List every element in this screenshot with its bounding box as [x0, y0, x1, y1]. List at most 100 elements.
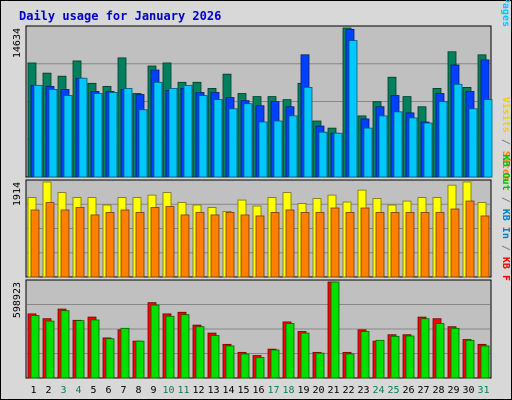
bar-pages-day-6: [108, 92, 118, 178]
bar-sites-day-7: [120, 209, 130, 278]
x-tick-label-day-11: 11: [177, 385, 189, 396]
bar-pages-day-28: [438, 101, 448, 178]
legend-entry: Sites: [500, 151, 512, 181]
x-tick-label-day-1: 1: [30, 385, 36, 396]
x-tick-label-day-14: 14: [222, 385, 234, 396]
bar-kb-out-day-30: [465, 339, 475, 379]
x-tick-label-day-31: 31: [477, 385, 489, 396]
bar-kb-out-day-10: [165, 315, 175, 379]
bar-pages-day-13: [213, 99, 223, 178]
bar-pages-day-4: [78, 77, 88, 178]
bar-sites-day-26: [405, 212, 415, 278]
x-tick-label-day-4: 4: [75, 385, 81, 396]
bar-pages-day-18: [288, 115, 298, 178]
bar-pages-day-1: [33, 84, 43, 178]
bar-sites-day-31: [480, 215, 490, 278]
bar-kb-out-day-12: [195, 326, 205, 379]
bar-pages-day-20: [318, 131, 328, 178]
bar-kb-out-day-9: [150, 304, 160, 379]
bar-kb-out-day-16: [255, 357, 265, 379]
bar-pages-day-5: [93, 93, 103, 178]
bar-kb-out-day-26: [405, 335, 415, 379]
x-axis-labels: 1 2 3 4 5 6 7 8 9 10 11 12 13 14 15 16 17 18 19 20 21 22 23 24 2…: [30, 385, 489, 396]
panel-hits-files-pages: 14634 Hits / Files / Pages: [12, 0, 512, 178]
bar-kb-out-day-13: [210, 335, 220, 379]
bar-kb-out-day-15: [240, 353, 250, 379]
bar-pages-day-8: [138, 109, 148, 178]
bar-pages-day-2: [48, 89, 58, 178]
bar-sites-day-19: [300, 212, 310, 278]
legend-kb: KB Out / KB In / KB F: [500, 155, 511, 281]
bar-pages-day-26: [408, 117, 418, 178]
chart-title: Daily usage for January 2026: [19, 9, 221, 23]
bar-pages-day-11: [183, 84, 193, 178]
bar-sites-day-17: [270, 212, 280, 278]
x-tick-label-day-8: 8: [135, 385, 141, 396]
bar-pages-day-25: [393, 111, 403, 178]
bar-pages-day-7: [123, 88, 133, 178]
bar-sites-day-2: [45, 202, 55, 278]
bar-sites-day-25: [390, 212, 400, 278]
legend-entry: Visits: [500, 97, 512, 133]
bar-sites-day-22: [345, 212, 355, 278]
x-tick-label-day-25: 25: [387, 385, 399, 396]
bar-kb-out-day-29: [450, 327, 460, 379]
bar-pages-day-30: [468, 108, 478, 178]
bar-kb-out-day-4: [75, 320, 85, 379]
x-tick-label-day-17: 17: [267, 385, 279, 396]
bar-kb-out-day-19: [300, 332, 310, 379]
x-tick-label-day-20: 20: [312, 385, 324, 396]
x-tick-label-day-24: 24: [372, 385, 384, 396]
bar-sites-day-23: [360, 207, 370, 278]
x-tick-label-day-7: 7: [120, 385, 126, 396]
x-tick-label-day-19: 19: [297, 385, 309, 396]
bar-sites-day-30: [465, 200, 475, 278]
y-max-label: 1914: [12, 182, 23, 206]
bar-sites-day-18: [285, 209, 295, 278]
bar-pages-day-9: [153, 81, 163, 178]
x-tick-label-day-12: 12: [192, 385, 204, 396]
x-tick-label-day-3: 3: [60, 385, 66, 396]
bar-sites-day-28: [435, 212, 445, 278]
legend-hits-files-pages: Hits / Files / Pages: [500, 0, 512, 27]
series-pages: [33, 40, 493, 178]
bar-kb-out-day-2: [45, 320, 55, 379]
bar-sites-day-9: [150, 207, 160, 278]
bar-sites-day-29: [450, 208, 460, 278]
bar-kb-out-day-8: [135, 340, 145, 379]
bar-sites-day-24: [375, 212, 385, 278]
legend-entry: KB In: [500, 209, 511, 239]
bar-sites-day-10: [165, 206, 175, 278]
panel-visits-sites: 1914 Visits / Sites: [12, 97, 512, 278]
bar-pages-day-14: [228, 108, 238, 178]
series-sites: [30, 200, 490, 278]
bar-sites-day-12: [195, 212, 205, 278]
legend-entry: /: [500, 191, 511, 209]
x-tick-label-day-5: 5: [90, 385, 96, 396]
x-tick-label-day-9: 9: [150, 385, 156, 396]
bar-pages-day-19: [303, 87, 313, 178]
bar-sites-day-15: [240, 214, 250, 278]
x-tick-label-day-21: 21: [327, 385, 339, 396]
bar-sites-day-3: [60, 209, 70, 278]
bar-kb-out-day-7: [120, 327, 130, 379]
bar-pages-day-23: [363, 127, 373, 178]
bar-pages-day-21: [333, 132, 343, 178]
legend-entry: KB Out: [500, 155, 511, 191]
x-tick-label-day-2: 2: [45, 385, 51, 396]
bar-sites-day-1: [30, 209, 40, 278]
bar-kb-out-day-5: [90, 319, 100, 379]
bar-sites-day-20: [315, 212, 325, 278]
legend-visits-sites: Visits / Sites: [500, 97, 512, 181]
bar-pages-day-15: [243, 103, 253, 178]
bar-pages-day-16: [258, 121, 268, 178]
x-tick-label-day-29: 29: [447, 385, 459, 396]
bar-pages-day-12: [198, 95, 208, 178]
bar-kb-out-day-14: [225, 345, 235, 379]
bar-sites-day-5: [90, 214, 100, 278]
bar-kb-out-day-24: [375, 339, 385, 379]
legend-entry: Pages: [500, 0, 511, 27]
bar-sites-day-27: [420, 212, 430, 278]
bar-kb-out-day-17: [270, 349, 280, 379]
x-tick-label-day-30: 30: [462, 385, 474, 396]
